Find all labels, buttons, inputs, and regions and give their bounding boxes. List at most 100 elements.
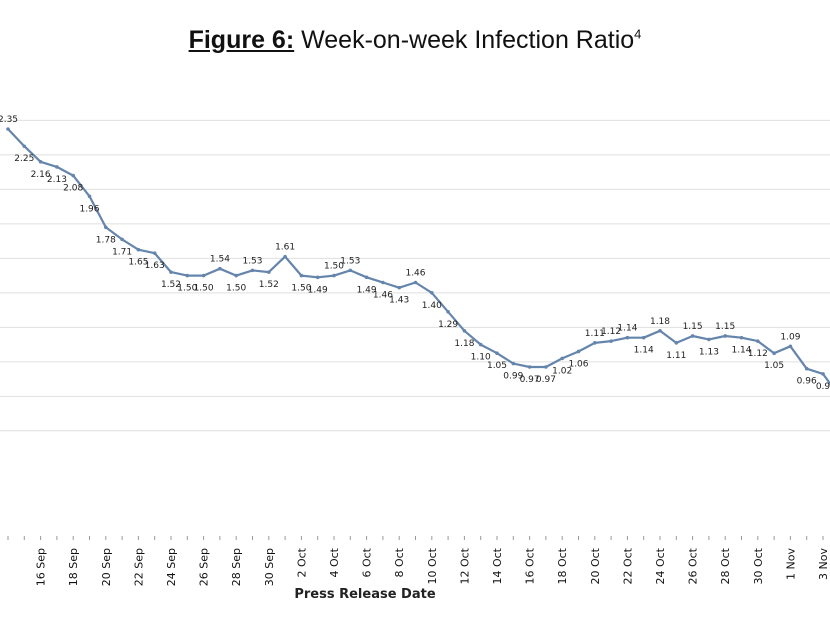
data-point bbox=[136, 247, 141, 252]
data-label: 1.06 bbox=[568, 359, 588, 369]
data-point bbox=[609, 339, 613, 343]
x-tick-label: 26 Oct bbox=[687, 547, 700, 584]
data-point bbox=[38, 159, 43, 164]
x-tick-label: 16 Sep bbox=[35, 548, 48, 586]
data-label: 1.09 bbox=[780, 332, 800, 342]
x-tick-label: 26 Sep bbox=[198, 548, 211, 586]
data-point bbox=[348, 268, 353, 273]
data-label: 1.40 bbox=[422, 301, 442, 311]
data-label: 1.96 bbox=[79, 204, 99, 214]
x-tick-label: 18 Oct bbox=[556, 547, 569, 584]
gridlines bbox=[0, 119, 830, 432]
x-tick-label: 24 Sep bbox=[165, 548, 178, 586]
data-label: 1.18 bbox=[454, 339, 474, 349]
data-label: 1.49 bbox=[357, 285, 377, 295]
data-label: 0.97 bbox=[536, 375, 556, 385]
data-label: 1.52 bbox=[259, 280, 279, 290]
data-point bbox=[658, 328, 662, 333]
x-axis-ticks bbox=[7, 536, 824, 540]
data-point bbox=[87, 194, 92, 199]
data-label: 1.50 bbox=[226, 284, 246, 294]
data-label: 1.50 bbox=[291, 284, 311, 294]
data-point bbox=[739, 335, 744, 340]
data-label: 1.50 bbox=[177, 284, 197, 294]
data-point bbox=[381, 280, 385, 285]
x-tick-label: 4 Oct bbox=[328, 547, 341, 577]
data-label: 1.49 bbox=[308, 285, 328, 295]
data-label: 1.11 bbox=[666, 351, 686, 361]
x-tick-label: 30 Oct bbox=[752, 547, 765, 584]
data-label: 1.78 bbox=[96, 235, 116, 245]
data-point bbox=[55, 165, 59, 169]
data-label: 0.9 bbox=[816, 382, 830, 392]
data-label: 1.13 bbox=[699, 347, 719, 357]
data-point bbox=[593, 341, 597, 345]
data-label: 1.14 bbox=[617, 324, 637, 334]
x-tick-label: 3 Nov bbox=[817, 548, 830, 580]
data-label: 1.15 bbox=[683, 322, 703, 332]
data-label: 1.02 bbox=[552, 366, 572, 376]
data-label: 0.96 bbox=[797, 377, 817, 387]
data-point bbox=[756, 339, 760, 343]
x-tick-label: 16 Oct bbox=[524, 547, 537, 584]
data-labels: 2.35 2.25 2.162.132.08 1.96 1.78 1.711.651.63… bbox=[0, 115, 830, 392]
data-label: 1.50 bbox=[324, 262, 344, 272]
data-point bbox=[821, 372, 825, 376]
data-point bbox=[723, 334, 727, 338]
x-tick-label: 22 Sep bbox=[132, 548, 145, 586]
data-label: 0.99 bbox=[503, 372, 523, 382]
data-label: 1.53 bbox=[340, 256, 360, 266]
x-tick-label: 18 Sep bbox=[67, 548, 80, 586]
data-label: 1.54 bbox=[210, 255, 230, 265]
x-tick-label: 10 Oct bbox=[426, 547, 439, 584]
x-tick-label: 12 Oct bbox=[458, 547, 471, 584]
x-axis-label: Press Release Date bbox=[294, 587, 436, 602]
data-label: 1.29 bbox=[438, 320, 458, 330]
data-point bbox=[446, 310, 450, 314]
data-point bbox=[560, 356, 564, 361]
data-point bbox=[625, 335, 630, 340]
data-label: 0.97 bbox=[520, 375, 540, 385]
data-point bbox=[218, 266, 222, 271]
chart-title: Figure 6: Week-on-week Infection Ratio4 bbox=[0, 26, 830, 55]
figure-number: Figure 6: bbox=[188, 26, 295, 54]
data-label: 2.13 bbox=[47, 175, 67, 185]
data-point bbox=[674, 341, 679, 345]
data-point bbox=[250, 268, 255, 273]
data-point bbox=[234, 273, 238, 278]
data-label: 1.61 bbox=[275, 243, 295, 253]
data-point bbox=[185, 273, 190, 278]
data-point bbox=[71, 173, 75, 178]
data-label: 1.14 bbox=[731, 346, 751, 356]
data-point bbox=[267, 270, 271, 274]
data-label: 1.53 bbox=[242, 256, 262, 266]
data-point bbox=[299, 273, 304, 278]
data-label: 1.12 bbox=[748, 349, 768, 359]
data-point bbox=[527, 365, 532, 369]
x-tick-labels: 16 Sep 18 Sep 20 Sep 22 Sep 24 Sep 26 Sep 28 S… bbox=[35, 547, 830, 586]
data-point bbox=[152, 251, 157, 255]
data-label: 2.35 bbox=[0, 115, 18, 125]
x-tick-label: 20 Sep bbox=[100, 548, 113, 586]
data-point bbox=[283, 254, 287, 259]
data-label: 1.46 bbox=[373, 290, 393, 300]
data-point bbox=[169, 270, 173, 274]
data-label: 1.46 bbox=[405, 268, 425, 278]
data-point bbox=[104, 225, 108, 230]
x-tick-label: 8 Oct bbox=[393, 547, 406, 577]
data-point bbox=[641, 335, 646, 340]
data-label: 1.05 bbox=[487, 361, 507, 371]
data-point bbox=[804, 366, 809, 371]
x-tick-label: 24 Oct bbox=[654, 547, 667, 584]
data-point bbox=[788, 344, 793, 349]
x-tick-label: 28 Sep bbox=[230, 548, 243, 586]
data-label: 1.05 bbox=[764, 361, 784, 371]
data-label: 1.43 bbox=[389, 296, 409, 306]
data-label: 1.12 bbox=[601, 327, 621, 337]
x-tick-label: 2 Oct bbox=[295, 547, 308, 577]
figure-caption: Week-on-week Infection Ratio bbox=[294, 26, 635, 54]
data-point bbox=[413, 280, 418, 285]
data-point bbox=[707, 337, 711, 342]
data-point bbox=[6, 127, 10, 131]
